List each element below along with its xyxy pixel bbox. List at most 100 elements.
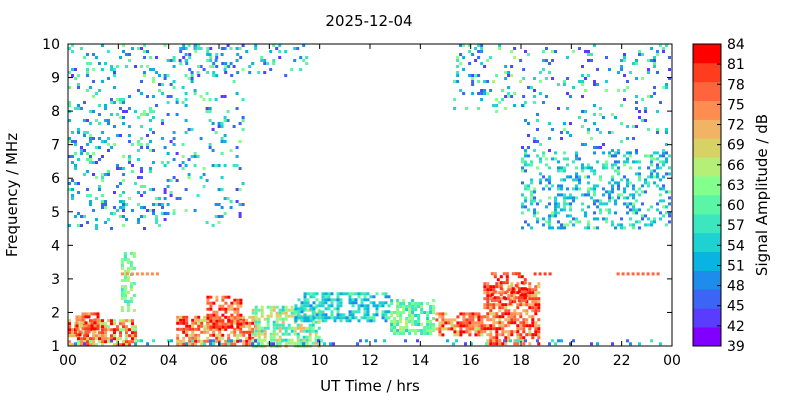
heatmap-cell	[629, 181, 632, 185]
heatmap-cell	[638, 160, 641, 164]
heatmap-cell	[293, 314, 297, 318]
heatmap-cell	[626, 80, 629, 83]
heatmap-cell	[236, 336, 240, 340]
heatmap-cell	[414, 308, 418, 311]
x-axis-label: UT Time / hrs	[320, 377, 420, 395]
heatmap-cell	[626, 202, 629, 206]
heatmap-cell	[608, 193, 611, 197]
heatmap-cell	[611, 166, 614, 170]
heatmap-cell	[557, 107, 560, 110]
heatmap-feature-cell	[125, 272, 129, 276]
heatmap-cell	[623, 190, 626, 194]
heatmap-cell	[581, 110, 584, 113]
heatmap-cell	[524, 199, 527, 203]
heatmap-cell	[93, 324, 97, 328]
x-axis: 00 02 04 06 08 10 12 14 16 18 20 22 00	[59, 44, 681, 369]
heatmap-cell	[224, 325, 228, 329]
heatmap-cell	[581, 95, 584, 98]
heatmap-cell	[233, 301, 237, 305]
heatmap-cell	[188, 53, 192, 56]
colorbar-tick-label: 84	[727, 37, 745, 53]
heatmap-cell	[284, 317, 288, 321]
heatmap-cell	[74, 68, 77, 71]
heatmap-cell	[149, 140, 152, 143]
heatmap-cell	[86, 62, 89, 65]
heatmap-cell	[504, 324, 508, 328]
heatmap-cell	[166, 101, 170, 104]
heatmap-cell	[176, 321, 180, 325]
heatmap-cell	[278, 56, 282, 59]
heatmap-cell	[122, 206, 125, 209]
heatmap-cell	[116, 185, 119, 188]
heatmap-cell	[545, 220, 548, 224]
heatmap-cell	[551, 59, 554, 62]
heatmap-cell	[287, 314, 291, 318]
heatmap-cell	[123, 294, 127, 297]
heatmap-cell	[548, 178, 551, 182]
heatmap-cell	[184, 47, 188, 50]
heatmap-cell	[638, 226, 641, 230]
heatmap-cell	[95, 119, 98, 122]
heatmap-cell	[119, 200, 122, 203]
heatmap-cell	[161, 161, 164, 164]
heatmap-cell	[128, 319, 131, 323]
heatmap-cell	[474, 74, 478, 77]
heatmap-cell	[539, 157, 542, 161]
heatmap-cell	[77, 104, 80, 107]
heatmap-cell	[187, 128, 191, 131]
heatmap-cell	[220, 125, 224, 128]
heatmap-cell	[486, 92, 490, 95]
heatmap-cell	[480, 50, 484, 53]
heatmap-cell	[623, 160, 626, 164]
heatmap-cell	[254, 320, 258, 324]
heatmap-cell	[587, 128, 590, 131]
heatmap-cell	[184, 104, 188, 107]
heatmap-cell	[131, 328, 134, 332]
heatmap-cell	[531, 303, 535, 307]
heatmap-cell	[122, 191, 125, 194]
heatmap-cell	[175, 152, 179, 155]
heatmap-cell	[572, 160, 575, 164]
heatmap-cell	[339, 298, 343, 302]
heatmap-cell	[312, 295, 316, 299]
heatmap-cell	[432, 317, 436, 320]
heatmap-cell	[566, 202, 569, 206]
heatmap-cell	[525, 333, 529, 337]
heatmap-cell	[126, 306, 130, 309]
heatmap-cell	[324, 292, 328, 296]
heatmap-cell	[149, 170, 152, 173]
heatmap-cell	[471, 318, 475, 322]
heatmap-cell	[426, 317, 430, 320]
heatmap-cell	[236, 325, 240, 329]
heatmap-cell	[523, 296, 527, 300]
heatmap-cell	[134, 110, 137, 113]
heatmap-cell	[194, 44, 198, 47]
heatmap-cell	[229, 149, 233, 152]
heatmap-cell	[263, 62, 267, 65]
heatmap-cell	[128, 134, 131, 137]
heatmap-cell	[92, 110, 95, 113]
heatmap-cell	[626, 196, 629, 200]
heatmap-cell	[501, 327, 505, 331]
heatmap-cell	[486, 282, 490, 286]
heatmap-cell	[608, 181, 611, 185]
heatmap-cell	[521, 157, 524, 161]
heatmap-cell	[339, 316, 343, 320]
heatmap-cell	[593, 184, 596, 188]
heatmap-cell	[548, 137, 551, 140]
heatmap-cell	[360, 316, 364, 320]
heatmap-cell	[242, 333, 246, 337]
heatmap-cell	[263, 335, 267, 339]
heatmap-cell	[179, 47, 183, 50]
heatmap-cell	[272, 326, 276, 330]
heatmap-cell	[495, 74, 499, 77]
heatmap-cell	[492, 285, 496, 289]
heatmap-feature-cell	[140, 272, 144, 276]
heatmap-cell	[426, 320, 430, 323]
heatmap-cell	[86, 337, 89, 341]
heatmap-cell	[193, 164, 197, 167]
heatmap-cell	[548, 217, 551, 221]
heatmap-cell	[599, 208, 602, 212]
heatmap-cell	[542, 101, 545, 104]
